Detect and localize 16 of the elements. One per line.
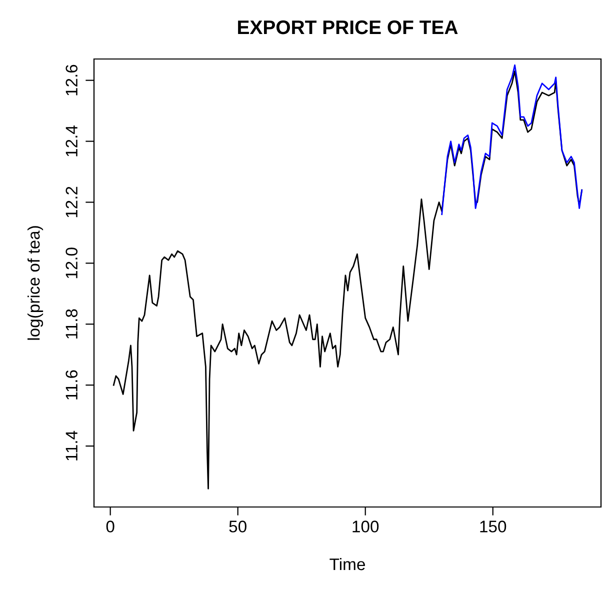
chart-title: EXPORT PRICE OF TEA: [238, 20, 458, 34]
y-tick-label: 11.8: [66, 309, 78, 338]
line-series: [112, 70, 583, 490]
y-axis-title: log(price of tea): [28, 226, 44, 340]
y-tick-label: 12.0: [66, 248, 78, 278]
x-tick-label: 150: [480, 520, 506, 532]
y-tick-label: 11.6: [66, 370, 78, 400]
y-tick-label: 11.4: [66, 430, 78, 460]
x-tick-label: 0: [106, 520, 114, 532]
x-axis-title: Time: [330, 558, 365, 570]
y-tick-label: 12.6: [66, 64, 78, 96]
line-series: [441, 64, 583, 216]
y-tick-label: 12.4: [66, 126, 78, 156]
y-tick-label: 12.2: [66, 186, 78, 218]
x-tick-label: 100: [352, 520, 379, 532]
x-tick-label: 50: [229, 520, 246, 532]
